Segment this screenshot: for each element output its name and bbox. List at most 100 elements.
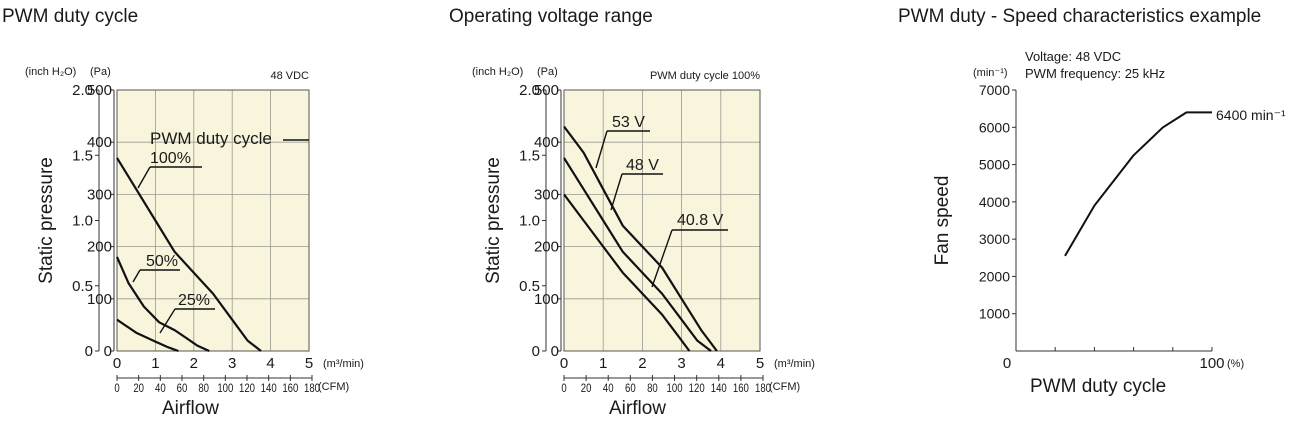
chart1-ylabel: Static pressure [36, 157, 57, 284]
chart2-title: Operating voltage range [449, 6, 653, 27]
chart1-cfm-tick-label: 20 [133, 382, 144, 395]
chart1-cfm-tick-label: 160 [282, 382, 298, 395]
chart2-cfm-tick-label: 180 [755, 382, 771, 395]
chart2-cfm-tick-label: 20 [581, 382, 592, 395]
chart1-condition: 48 VDC [270, 70, 309, 82]
chart1-xlabel: Airflow [162, 398, 219, 419]
chart1-cfm-tick-label: 100 [217, 382, 233, 395]
chart2-series-3-leader [651, 229, 673, 288]
chart2-plot-border [563, 89, 761, 352]
chart2-cfm-tick-label: 100 [667, 382, 683, 395]
chart1-legend-title: PWM duty cycle [150, 129, 272, 148]
chart3-y-unit: (min⁻¹) [973, 67, 1008, 79]
chart2-cfm-tick-label: 40 [603, 382, 614, 395]
chart1-plot-area [117, 90, 309, 351]
chart2-xlabel: Airflow [609, 398, 666, 419]
chart1-pa-tick-label: 500 [87, 82, 112, 99]
chart1-series-2-leader [132, 269, 141, 283]
chart2-series-3-line [563, 193, 691, 352]
chart2-inch-tick-label: 1.5 [519, 147, 540, 164]
chart2-cfm-tick-label: 140 [711, 382, 727, 395]
chart1-series-2-line [115, 256, 210, 353]
chart2-pa-tick-label: 100 [534, 291, 559, 308]
chart2-series-1-label: 53 V [612, 114, 645, 131]
chart3-xlabel: PWM duty cycle [1030, 376, 1166, 397]
chart3-y-tick-label: 2000 [979, 268, 1010, 284]
chart2-cfm-tick-label: 80 [647, 382, 658, 395]
chart1-cfm-tick-label: 80 [198, 382, 209, 395]
chart2-x-unit-secondary: (CFM) [769, 381, 800, 393]
chart1-title: PWM duty cycle [2, 6, 139, 27]
chart1-y-unit-secondary: (inch H₂O) [25, 66, 76, 78]
chart1-x-tick-label: 3 [228, 355, 236, 372]
chart1-series-2-label: 50% [146, 253, 178, 270]
chart3-y-tick-label: 5000 [979, 157, 1010, 173]
chart2-cfm-tick-label: 160 [733, 382, 749, 395]
chart3-y-tick-label: 7000 [979, 82, 1010, 98]
chart3-series-1-line [1064, 111, 1212, 257]
chart1-inch-tick-label: 1.5 [72, 147, 93, 164]
chart1-pa-tick-label: 300 [87, 186, 112, 203]
chart2-series-2-label: 48 V [626, 157, 659, 174]
chart3-y-tick-label: 4000 [979, 194, 1010, 210]
chart1-inch-tick-label: 0.5 [72, 278, 93, 295]
chart1-x-tick-label: 2 [190, 355, 198, 372]
chart1-x-tick-label: 0 [113, 355, 121, 372]
chart1-series-1-line [116, 157, 262, 352]
chart2-x-tick-label: 5 [756, 355, 764, 372]
chart1-inch-tick-label: 1.0 [72, 213, 93, 230]
chart2-condition: PWM duty cycle 100% [650, 70, 760, 82]
chart3-annotation: 6400 min⁻¹ [1216, 107, 1286, 123]
chart1-cfm-tick-label: 0 [114, 382, 119, 395]
chart2-cfm-tick-label: 60 [625, 382, 636, 395]
chart2-inch-tick-label: 0 [532, 343, 540, 360]
chart2-plot-area [564, 90, 760, 351]
chart2-ylabel: Static pressure [483, 157, 504, 284]
chart3-x-tick-label: 0 [1003, 355, 1011, 372]
chart3-title: PWM duty - Speed characteristics example [898, 6, 1262, 27]
chart3-x-tick-label: 100 [1199, 355, 1224, 372]
chart2-pa-tick-label: 200 [534, 239, 559, 256]
chart2-inch-tick-label: 2.0 [519, 82, 540, 99]
chart1-series-3-label: 25% [178, 292, 210, 309]
chart3-condition-1: Voltage: 48 VDC [1025, 49, 1121, 64]
chart2-pa-tick-label: 0 [551, 343, 559, 360]
chart1-cfm-tick-label: 40 [155, 382, 166, 395]
chart2-y-unit-secondary: (inch H₂O) [472, 66, 523, 78]
chart1-x-tick-label: 4 [266, 355, 274, 372]
chart1-series-3-leader [159, 308, 176, 334]
chart1-x-unit-secondary: (CFM) [318, 381, 349, 393]
chart2-series-2-leader [610, 173, 623, 211]
chart2-pa-tick-label: 400 [534, 134, 559, 151]
chart2-inch-tick-label: 0.5 [519, 278, 540, 295]
chart2-series-1-line [563, 125, 718, 352]
chart1-series-3-line [116, 318, 179, 353]
chart2-x-tick-label: 3 [677, 355, 685, 372]
chart1-cfm-tick-label: 140 [261, 382, 277, 395]
chart2-x-unit-primary: (m³/min) [774, 358, 815, 370]
chart3-y-tick-label: 1000 [979, 306, 1010, 322]
chart2-x-tick-label: 4 [717, 355, 725, 372]
chart1-pa-tick-label: 0 [104, 343, 112, 360]
chart2-cfm-tick-label: 0 [561, 382, 566, 395]
chart2-series-1-leader [595, 130, 608, 169]
chart2-inch-tick-label: 1.0 [519, 213, 540, 230]
chart1-series-1-leader [137, 166, 151, 189]
chart2-x-tick-label: 2 [638, 355, 646, 372]
chart2-series-2-line [563, 157, 712, 352]
chart1-inch-tick-label: 2.0 [72, 82, 93, 99]
chart1-y-unit-primary: (Pa) [90, 66, 111, 78]
chart2-pa-tick-label: 500 [534, 82, 559, 99]
chart1-cfm-tick-label: 60 [177, 382, 188, 395]
chart1-series-1-label: 100% [150, 150, 191, 167]
chart3-y-tick-label: 6000 [979, 119, 1010, 135]
chart2-y-unit-primary: (Pa) [537, 66, 558, 78]
chart1-pa-tick-label: 200 [87, 239, 112, 256]
chart1-x-tick-label: 5 [305, 355, 313, 372]
chart3-x-unit: (%) [1227, 358, 1244, 370]
chart1-cfm-tick-label: 120 [239, 382, 255, 395]
chart1-inch-tick-label: 0 [85, 343, 93, 360]
chart3-y-tick-label: 3000 [979, 231, 1010, 247]
chart3-ylabel: Fan speed [932, 176, 953, 266]
